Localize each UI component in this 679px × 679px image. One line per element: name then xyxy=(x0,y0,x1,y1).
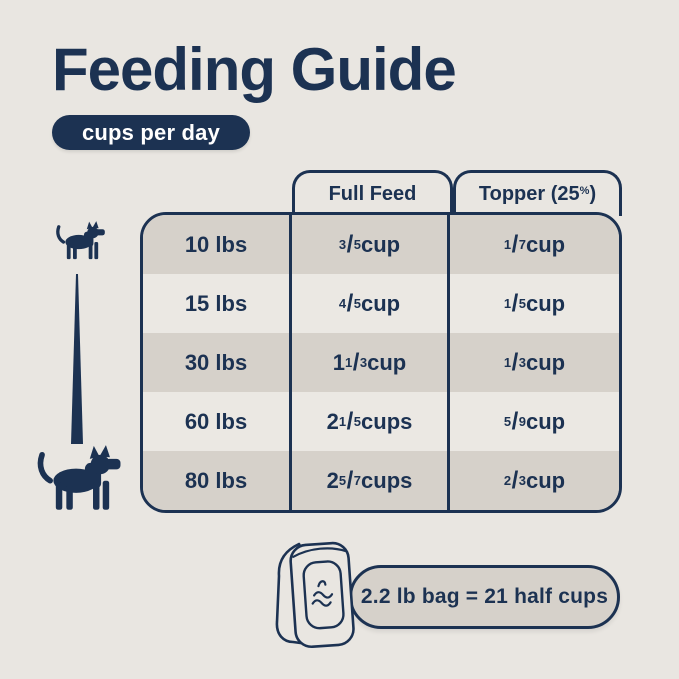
column-header-topper: Topper (25%) xyxy=(453,170,622,216)
column-header-full-feed-label: Full Feed xyxy=(328,183,417,205)
bag-yield-label: 2.2 lb bag = 21 half cups xyxy=(360,585,609,608)
weight-cell: 10 lbs xyxy=(143,215,292,274)
table-row: 10 lbs 3/5 cup 1/7 cup xyxy=(143,215,619,274)
column-header-topper-label: Topper (25%) xyxy=(478,183,597,205)
cups-per-day-badge: cups per day xyxy=(52,115,250,150)
topper-cell: 1/5 cup xyxy=(503,289,566,317)
weight-cell: 15 lbs xyxy=(143,274,292,333)
size-range-wedge-icon xyxy=(71,274,83,444)
topper-cell: 1/7 cup xyxy=(503,230,566,258)
full-feed-cell: 1 1/3 cup xyxy=(292,333,450,392)
weight-cell: 80 lbs xyxy=(143,451,292,510)
table-row: 15 lbs 4/5 cup 1/5 cup xyxy=(143,274,619,333)
weight-cell: 60 lbs xyxy=(143,392,292,451)
full-feed-cell: 3/5 cup xyxy=(292,215,450,274)
full-feed-cell: 4/5 cup xyxy=(292,274,450,333)
small-dog-icon xyxy=(56,221,105,260)
page-title: Feeding Guide xyxy=(52,36,457,103)
column-header-full-feed: Full Feed xyxy=(292,170,453,216)
topper-cell: 2/3 cup xyxy=(503,466,566,494)
weight-cell: 30 lbs xyxy=(143,333,292,392)
topper-cell: 5/9 cup xyxy=(503,407,566,435)
food-bag-icon xyxy=(275,541,355,649)
table-row: 80 lbs 2 5/7 cups 2/3 cup xyxy=(143,451,619,510)
large-dog-icon xyxy=(37,445,121,510)
table-row: 30 lbs 1 1/3 cup 1/3 cup xyxy=(143,333,619,392)
bag-yield-pill: 2.2 lb bag = 21 half cups xyxy=(349,565,620,629)
topper-cell: 1/3 cup xyxy=(503,348,566,376)
feeding-table: 10 lbs 3/5 cup 1/7 cup 15 lbs 4/5 cup 1/5 cup… xyxy=(140,212,622,513)
full-feed-cell: 2 1/5 cups xyxy=(292,392,450,451)
full-feed-cell: 2 5/7 cups xyxy=(292,451,450,510)
table-row: 60 lbs 2 1/5 cups 5/9 cup xyxy=(143,392,619,451)
badge-label: cups per day xyxy=(81,119,221,145)
